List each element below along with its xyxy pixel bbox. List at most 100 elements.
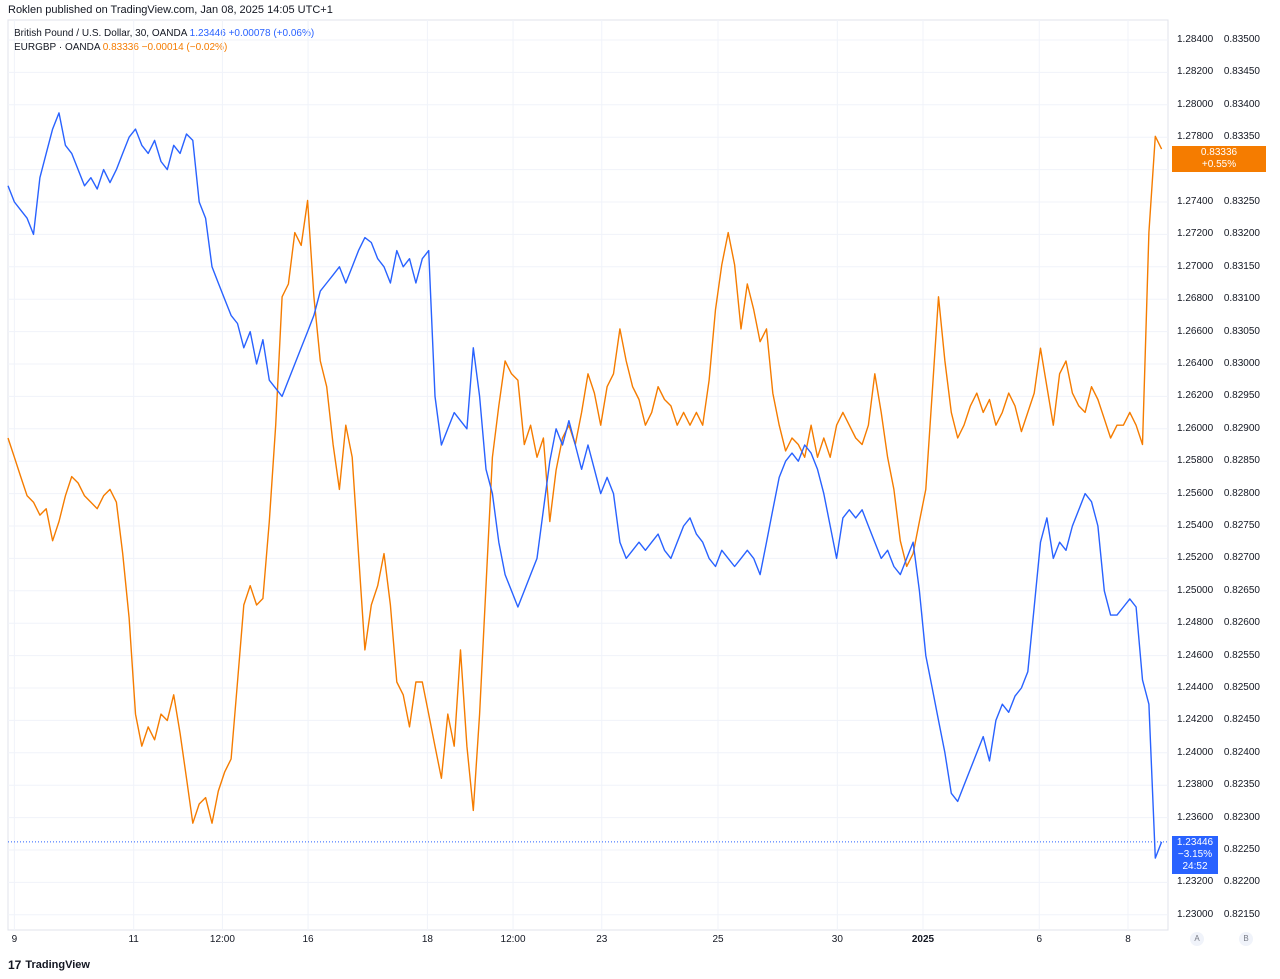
price-tick-label: 1.27000 0.83150 bbox=[1172, 261, 1268, 272]
legend-gbpusd-name: British Pound / U.S. Dollar, 30, OANDA bbox=[14, 28, 187, 39]
legend-gbpusd[interactable]: British Pound / U.S. Dollar, 30, OANDA 1… bbox=[14, 28, 314, 39]
right-axis-tick: 0.83000 bbox=[1223, 358, 1260, 369]
gbpusd-bar-timer: 24:52 bbox=[1182, 861, 1208, 872]
time-tick-label: 18 bbox=[421, 934, 433, 945]
price-tick-label: 1.24200 0.82450 bbox=[1172, 714, 1268, 725]
left-axis-tick: 1.26400 bbox=[1177, 358, 1214, 369]
left-axis-tick: 1.26800 bbox=[1177, 293, 1214, 305]
legend-eurgbp[interactable]: EURGBP · OANDA 0.83336 −0.00014 (−0.02%) bbox=[14, 42, 227, 53]
price-tick-label: 1.23800 0.82350 bbox=[1172, 779, 1268, 790]
right-axis-tick: 0.83250 bbox=[1223, 196, 1260, 207]
eurgbp-last-price: 0.83336 bbox=[1200, 147, 1238, 158]
left-axis-tick: 1.25800 bbox=[1177, 455, 1214, 467]
price-tick-label: 1.26600 0.83050 bbox=[1172, 326, 1268, 337]
right-axis-tick: 0.82350 bbox=[1223, 779, 1260, 791]
right-axis-tick: 0.83050 bbox=[1223, 325, 1260, 337]
right-axis-tick: 0.82300 bbox=[1223, 811, 1260, 823]
gbpusd-last-price: 1.23446 bbox=[1176, 837, 1214, 848]
right-axis-tick: 0.82200 bbox=[1223, 876, 1260, 888]
price-tick-label: 1.24400 0.82500 bbox=[1172, 682, 1268, 693]
right-axis-tick: 0.82700 bbox=[1223, 552, 1260, 564]
price-tick-label: 1.26000 0.82900 bbox=[1172, 423, 1268, 434]
time-tick-label: 11 bbox=[128, 934, 139, 945]
left-axis-tick: 1.23000 bbox=[1177, 908, 1214, 920]
price-tick-label: 1.25000 0.82650 bbox=[1172, 585, 1268, 596]
eurgbp-line[interactable] bbox=[7, 135, 1163, 824]
left-axis-tick: 1.25000 bbox=[1177, 584, 1214, 596]
left-axis-tick: 1.24000 bbox=[1177, 746, 1214, 758]
log-scale-button[interactable]: B bbox=[1239, 932, 1253, 946]
price-tick-label: 1.24600 0.82550 bbox=[1172, 650, 1268, 661]
time-tick-label: 30 bbox=[831, 934, 843, 945]
gbpusd-line[interactable] bbox=[7, 112, 1163, 859]
left-axis-tick: 1.27000 bbox=[1177, 260, 1214, 272]
publisher-line: Roklen published on TradingView.com, Jan… bbox=[8, 4, 333, 16]
auto-scale-button[interactable]: A bbox=[1190, 932, 1204, 946]
price-tick-label: 1.25600 0.82800 bbox=[1172, 488, 1268, 499]
left-axis-tick: 1.23600 bbox=[1177, 811, 1214, 823]
legend-gbpusd-values: 1.23446 +0.00078 (+0.06%) bbox=[189, 28, 315, 39]
time-tick-label: 12:00 bbox=[500, 934, 526, 945]
right-axis-tick: 0.82800 bbox=[1223, 487, 1260, 499]
right-axis-tick: 0.82750 bbox=[1223, 520, 1260, 531]
price-tick-label: 1.24000 0.82400 bbox=[1172, 747, 1268, 758]
left-axis-tick: 1.26600 bbox=[1177, 325, 1214, 337]
left-axis-tick: 1.25600 bbox=[1177, 487, 1214, 499]
right-axis-tick: 0.82500 bbox=[1223, 682, 1260, 693]
right-axis-tick: 0.83350 bbox=[1223, 131, 1260, 143]
gbpusd-last-price-badge: 1.23446 −3.15% 24:52 bbox=[1172, 836, 1218, 874]
tradingview-logo-icon: 17 bbox=[8, 958, 22, 972]
price-tick-label: 1.23000 0.82150 bbox=[1172, 909, 1268, 920]
time-tick-label: 25 bbox=[712, 934, 724, 945]
time-tick-label: 9 bbox=[11, 934, 18, 945]
price-tick-label: 1.25200 0.82700 bbox=[1172, 552, 1268, 563]
eurgbp-change-pct: +0.55% bbox=[1201, 159, 1237, 170]
left-axis-tick: 1.28000 bbox=[1177, 98, 1214, 110]
left-axis-tick: 1.28400 bbox=[1177, 34, 1214, 45]
price-tick-label: 1.28200 0.83450 bbox=[1172, 66, 1268, 77]
price-tick-label: 1.23600 0.82300 bbox=[1172, 812, 1268, 823]
price-tick-label: 1.25800 0.82850 bbox=[1172, 455, 1268, 466]
time-tick-label: 12:00 bbox=[209, 934, 235, 945]
left-axis-tick: 1.24600 bbox=[1177, 649, 1214, 661]
left-axis-tick: 1.26200 bbox=[1177, 390, 1214, 402]
tradingview-footer[interactable]: 17 TradingView bbox=[8, 958, 90, 972]
plot-frame bbox=[7, 19, 1169, 931]
right-axis-tick: 0.82550 bbox=[1223, 649, 1260, 661]
time-tick-label: 23 bbox=[596, 934, 608, 945]
right-axis-tick: 0.83400 bbox=[1223, 98, 1260, 110]
price-tick-label: 1.23200 0.82200 bbox=[1172, 876, 1268, 887]
left-axis-tick: 1.24400 bbox=[1177, 682, 1214, 693]
price-tick-label: 1.27200 0.83200 bbox=[1172, 228, 1268, 239]
left-axis-tick: 1.27200 bbox=[1177, 228, 1214, 240]
price-tick-label: 1.26400 0.83000 bbox=[1172, 358, 1268, 369]
right-axis-tick: 0.83200 bbox=[1223, 228, 1260, 240]
price-tick-label: 1.27400 0.83250 bbox=[1172, 196, 1268, 207]
left-axis-tick: 1.27400 bbox=[1177, 196, 1214, 207]
left-axis-tick: 1.28200 bbox=[1177, 66, 1214, 78]
right-axis-tick: 0.83500 bbox=[1223, 34, 1260, 45]
price-tick-label: 1.26200 0.82950 bbox=[1172, 390, 1268, 401]
right-axis-tick: 0.83150 bbox=[1223, 260, 1260, 272]
left-axis-tick: 1.24800 bbox=[1177, 617, 1214, 629]
time-tick-label: 6 bbox=[1036, 934, 1043, 945]
right-axis-tick: 0.82400 bbox=[1223, 746, 1260, 758]
legend-eurgbp-name: EURGBP · OANDA bbox=[14, 42, 100, 53]
right-axis-tick: 0.83100 bbox=[1223, 293, 1260, 305]
price-tick-label: 1.25400 0.82750 bbox=[1172, 520, 1268, 531]
gbpusd-change-pct: −3.15% bbox=[1177, 849, 1213, 860]
left-axis-tick: 1.25200 bbox=[1177, 552, 1214, 564]
right-axis-tick: 0.82850 bbox=[1223, 455, 1260, 467]
time-tick-label: 8 bbox=[1125, 934, 1131, 945]
price-tick-label: 1.27800 0.83350 bbox=[1172, 131, 1268, 142]
price-tick-label: 1.28400 0.83500 bbox=[1172, 34, 1268, 45]
price-tick-label: 1.28000 0.83400 bbox=[1172, 99, 1268, 110]
right-axis-tick: 0.82900 bbox=[1223, 422, 1260, 434]
tradingview-brand: TradingView bbox=[25, 959, 90, 971]
price-tick-label: 1.24800 0.82600 bbox=[1172, 617, 1268, 628]
legend-eurgbp-values: 0.83336 −0.00014 (−0.02%) bbox=[102, 42, 228, 53]
time-tick-label: 2025 bbox=[911, 934, 935, 945]
right-axis-tick: 0.82950 bbox=[1223, 390, 1260, 402]
left-axis-tick: 1.26000 bbox=[1177, 422, 1214, 434]
